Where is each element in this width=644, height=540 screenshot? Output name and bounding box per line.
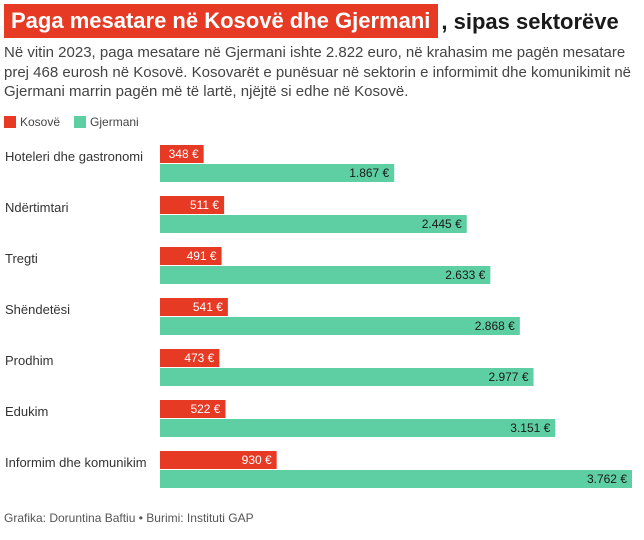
category-label: Shëndetësi [5, 302, 70, 317]
value-label-gjermani: 1.867 € [349, 166, 389, 180]
title-highlight: Paga mesatare në Kosovë dhe Gjermani [4, 4, 439, 38]
category-group: Informim dhe komunikim 930 € 3.762 € [5, 451, 632, 488]
legend-swatch-gjermani [74, 116, 87, 128]
category-label: Tregti [5, 251, 38, 266]
bar-gjermani [160, 317, 520, 335]
value-label-gjermani: 2.868 € [475, 319, 515, 333]
bar-kosove [160, 400, 226, 418]
value-label-kosove: 473 € [184, 351, 214, 365]
bar-kosove [160, 451, 277, 469]
category-label: Prodhim [5, 353, 53, 368]
value-label-kosove: 930 € [242, 453, 272, 467]
chart-title: Paga mesatare në Kosovë dhe Gjermani , s… [4, 4, 619, 38]
bar-kosove [160, 349, 220, 367]
category-label: Informim dhe komunikim [5, 455, 147, 470]
bar-chart: Hoteleri dhe gastronomi 348 € 1.867 € Ndërt… [5, 145, 632, 488]
category-group: Tregti 491 € 2.633 € [5, 247, 491, 284]
legend-label-gjermani: Gjermani [90, 115, 139, 129]
value-label-gjermani: 3.151 € [510, 421, 550, 435]
value-label-gjermani: 2.977 € [488, 370, 528, 384]
chart-subtitle: Në vitin 2023, paga mesatare në Gjermani… [4, 44, 632, 100]
category-label: Ndërtimtari [5, 200, 69, 215]
bar-gjermani [160, 470, 632, 488]
value-label-gjermani: 2.445 € [422, 217, 462, 231]
category-label: Hoteleri dhe gastronomi [5, 149, 143, 164]
legend-label-kosove: Kosovë [20, 115, 61, 129]
bar-gjermani [160, 164, 395, 182]
value-label-kosove: 491 € [187, 249, 217, 263]
value-label-kosove: 522 € [190, 402, 220, 416]
value-label-kosove: 511 € [190, 198, 219, 212]
value-label-gjermani: 3.762 € [587, 472, 627, 486]
value-label-kosove: 541 € [193, 300, 223, 314]
category-group: Hoteleri dhe gastronomi 348 € 1.867 € [5, 145, 395, 182]
title-rest: , sipas sektorëve [441, 8, 619, 34]
bar-gjermani [160, 215, 467, 233]
bar-kosove [160, 298, 228, 316]
bar-kosove [160, 247, 222, 265]
category-group: Prodhim 473 € 2.977 € [5, 349, 534, 386]
bar-gjermani [160, 368, 534, 386]
chart-footer: Grafika: Doruntina Baftiu • Burimi: Inst… [4, 511, 254, 525]
category-group: Shëndetësi 541 € 2.868 € [5, 298, 520, 335]
legend-item-kosove: Kosovë [4, 115, 60, 129]
legend-item-gjermani: Gjermani [74, 115, 139, 129]
value-label-gjermani: 2.633 € [445, 268, 485, 282]
value-label-kosove: 348 € [169, 147, 199, 161]
legend-swatch-kosove [4, 116, 16, 128]
category-group: Ndërtimtari 511 € 2.445 € [5, 196, 467, 233]
bar-kosove [160, 145, 204, 163]
category-group: Edukim 522 € 3.151 € [5, 400, 556, 437]
bar-kosove [160, 196, 225, 214]
legend: Kosovë Gjermani [4, 115, 153, 129]
bar-gjermani [160, 266, 491, 284]
bar-gjermani [160, 419, 556, 437]
category-label: Edukim [5, 404, 48, 419]
